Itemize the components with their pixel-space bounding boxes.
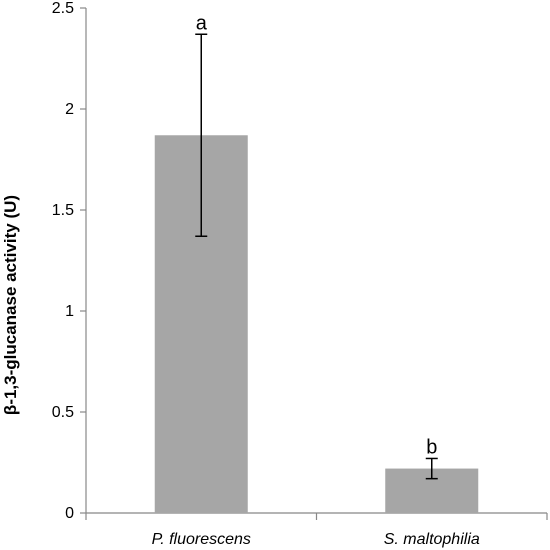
y-axis-title: β-1,3-glucanase activity (U) <box>1 195 20 415</box>
y-tick-label: 0.5 <box>52 404 74 421</box>
y-axis: 0 0.5 1 1.5 2 2.5 <box>52 0 87 522</box>
y-tick-label: 0 <box>65 505 74 522</box>
y-tick-label: 2.5 <box>52 0 74 17</box>
x-category-label: S. maltophilia <box>384 531 480 548</box>
significance-label: a <box>196 12 208 34</box>
y-tick-label: 1 <box>65 303 74 320</box>
y-tick-label: 2 <box>65 101 74 118</box>
x-axis: P. fluorescens S. maltophilia <box>85 512 548 548</box>
y-tick-label: 1.5 <box>52 202 74 219</box>
labels: ab <box>196 12 438 458</box>
significance-label: b <box>426 436 437 458</box>
x-category-label: P. fluorescens <box>152 531 251 548</box>
error-bars <box>195 33 438 480</box>
